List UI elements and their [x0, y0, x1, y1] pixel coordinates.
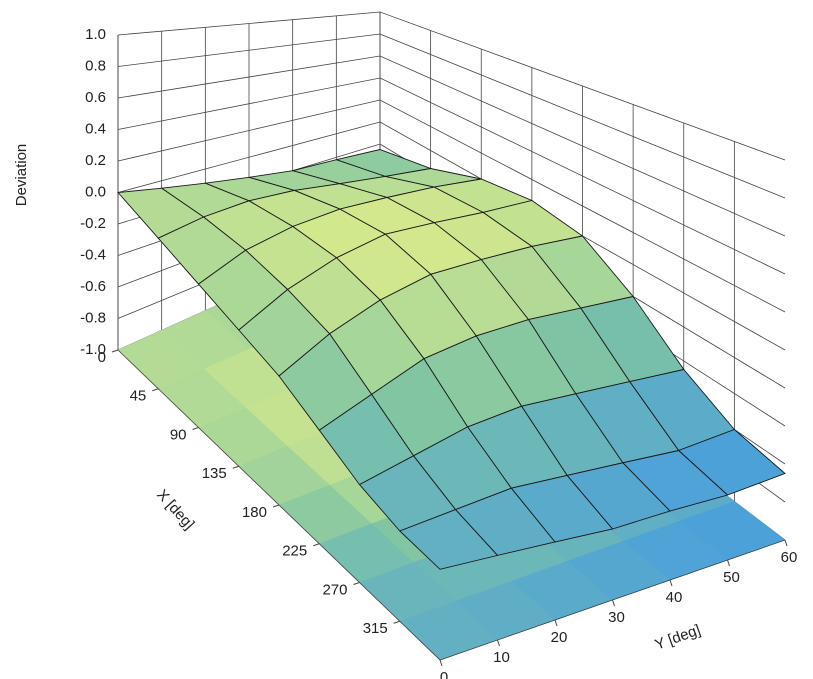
z-tick-label: 0.6 [85, 89, 106, 106]
x-tick [353, 582, 360, 585]
y-tick-label: 20 [551, 629, 568, 646]
x-tick-label: 135 [202, 465, 227, 482]
x-tick-label: 45 [130, 388, 147, 405]
y-tick-label: 50 [723, 569, 740, 586]
y-axis-label: Y [deg] [653, 621, 703, 653]
y-tick [439, 659, 443, 667]
x-tick-label: 315 [363, 620, 388, 637]
y-tick [612, 599, 615, 607]
z-tick-label: 0.4 [85, 120, 106, 137]
x-tick [152, 388, 159, 392]
z-tick-label: -0.2 [80, 215, 106, 232]
x-tick [313, 543, 320, 547]
z-tick-label: 1.0 [85, 26, 106, 43]
y-tick-label: 40 [666, 589, 683, 606]
z-tick-label: -0.4 [80, 246, 106, 263]
y-tick [784, 539, 788, 547]
y-tick-label: 60 [781, 549, 798, 566]
z-tick-label: 0.0 [85, 183, 106, 200]
x-tick [393, 620, 400, 624]
y-tick-label: 0 [440, 669, 448, 679]
z-tick-label: -0.8 [80, 309, 106, 326]
x-tick-label: 270 [322, 581, 347, 598]
x-axis-label: X [deg] [153, 486, 197, 533]
x-tick [272, 504, 280, 508]
z-tick-label: 0.2 [85, 152, 106, 169]
surface-cell [398, 509, 499, 570]
z-tick-label: -0.6 [80, 278, 106, 295]
x-tick [192, 427, 199, 430]
x-tick-label: 180 [242, 504, 267, 521]
x-tick-label: 90 [170, 426, 187, 443]
y-tick [497, 639, 500, 647]
z-axis-label: Deviation [13, 144, 30, 207]
y-tick [669, 579, 673, 587]
y-tick [727, 559, 730, 567]
y-tick [554, 619, 558, 627]
y-tick-label: 10 [493, 649, 510, 666]
z-tick-label: 0.8 [85, 57, 106, 74]
x-tick [111, 349, 119, 353]
x-tick-label: 225 [282, 543, 307, 560]
z-tick-label: -1.0 [80, 341, 106, 358]
x-tick [232, 465, 239, 469]
y-tick-label: 30 [608, 609, 625, 626]
x-tick-label: 0 [98, 349, 106, 366]
